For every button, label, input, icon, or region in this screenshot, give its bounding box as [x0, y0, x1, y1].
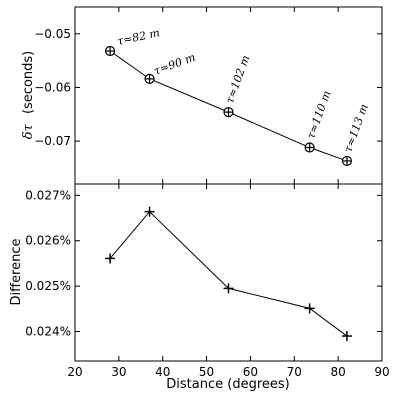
- x-tick-label: 80: [331, 365, 346, 379]
- bottom-data-point: [144, 206, 155, 217]
- top-y-axis-label: δτ (seconds): [21, 51, 36, 139]
- bottom-data-point: [105, 253, 116, 264]
- top-y-axis-symbol: δτ: [21, 123, 36, 139]
- top-data-point: [144, 73, 155, 84]
- point-annotation: τ≈82 m: [116, 26, 161, 48]
- bottom-panel: 20 30 40 50 60 70 80 90 0.024% 0.025% 0.026% 0.027%: [25, 183, 390, 379]
- top-data-point: [341, 155, 353, 167]
- top-y-tick-label: −0.05: [34, 27, 71, 41]
- point-annotation: τ≈110 m: [304, 89, 333, 141]
- x-tick-label: 50: [199, 365, 214, 379]
- top-y-tick-label: −0.06: [34, 80, 71, 94]
- top-y-axis-unit: (seconds): [21, 51, 36, 114]
- x-tick-label: 40: [155, 365, 170, 379]
- bottom-y-tick-label: 0.027%: [25, 188, 71, 202]
- x-tick-label: 70: [287, 365, 302, 379]
- bottom-y-tick-label: 0.026%: [25, 234, 71, 248]
- top-panel: −0.05 −0.06 −0.07 τ≈82 m τ≈90 m τ≈102 m τ≈110 …: [34, 6, 383, 185]
- point-annotation: τ≈102 m: [223, 54, 252, 106]
- bottom-series-line: [109, 210, 348, 337]
- x-axis-label: Distance (degrees): [166, 377, 289, 392]
- bottom-data-point: [304, 303, 315, 314]
- bottom-y-axis-label: Difference: [9, 238, 24, 305]
- bottom-y-tick-label: 0.025%: [25, 279, 71, 293]
- top-data-point: [304, 142, 315, 153]
- point-annotation: τ≈90 m: [152, 51, 197, 78]
- bottom-y-tick-label: 0.024%: [25, 325, 71, 339]
- top-data-point: [104, 45, 116, 57]
- x-tick-label: 20: [67, 365, 82, 379]
- x-tick-label: 90: [374, 365, 389, 379]
- bottom-plot-frame: [74, 183, 383, 362]
- point-annotation: τ≈113 m: [342, 102, 371, 154]
- top-y-tick-label: −0.07: [34, 134, 71, 148]
- bottom-data-point: [223, 283, 234, 294]
- top-data-point: [223, 107, 234, 118]
- bottom-data-point: [341, 331, 352, 342]
- x-tick-label: 60: [243, 365, 258, 379]
- x-tick-label: 30: [111, 365, 126, 379]
